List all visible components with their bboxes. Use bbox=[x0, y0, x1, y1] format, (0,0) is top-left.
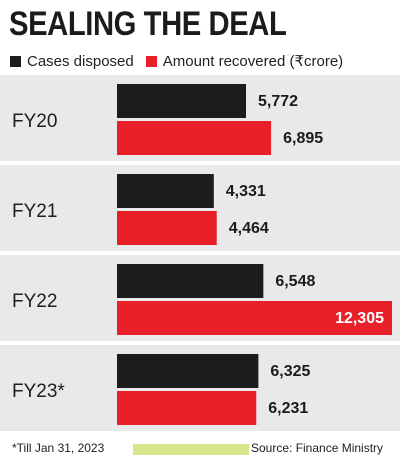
bar-cases bbox=[117, 354, 259, 388]
data-label-amount: 6,895 bbox=[283, 130, 323, 147]
footnote: *Till Jan 31, 2023 bbox=[12, 441, 105, 455]
data-label-amount: 6,231 bbox=[268, 400, 308, 417]
category-label: FY21 bbox=[12, 201, 57, 222]
legend: Cases disposed Amount recovered (₹crore) bbox=[10, 52, 355, 70]
chart-title: SEALING THE DEAL bbox=[9, 5, 287, 43]
category-label: FY22 bbox=[12, 291, 57, 312]
data-label-cases: 4,331 bbox=[226, 183, 266, 200]
bar-amount bbox=[117, 391, 257, 425]
data-label-amount: 4,464 bbox=[229, 220, 269, 237]
bar-amount bbox=[117, 211, 217, 245]
category-label: FY20 bbox=[12, 111, 57, 132]
legend-swatch-amount bbox=[145, 55, 157, 67]
data-label-cases: 5,772 bbox=[258, 93, 298, 110]
legend-label-amount: Amount recovered (₹crore) bbox=[162, 53, 344, 70]
legend-item-amount: Amount recovered (₹crore) bbox=[145, 52, 344, 70]
data-label-cases: 6,548 bbox=[275, 273, 315, 290]
data-label-cases: 6,325 bbox=[270, 363, 310, 380]
bar-amount bbox=[117, 301, 392, 335]
source-note: Source: Finance Ministry bbox=[251, 441, 384, 455]
data-label-amount: 12,305 bbox=[335, 310, 384, 327]
legend-item-cases: Cases disposed bbox=[10, 53, 134, 70]
legend-label-cases: Cases disposed bbox=[27, 52, 134, 70]
category-label: FY23* bbox=[12, 381, 65, 402]
bar-cases bbox=[117, 174, 214, 208]
legend-swatch-cases bbox=[10, 55, 21, 67]
bar-cases bbox=[117, 84, 246, 118]
bar-chart: FY20 5,772 6,895 FY21 4,331 4,464 FY22 6,548 12,… bbox=[0, 75, 400, 431]
bar-cases bbox=[117, 264, 264, 298]
bar-amount bbox=[117, 121, 272, 155]
footer-highlight-bar bbox=[133, 444, 249, 455]
